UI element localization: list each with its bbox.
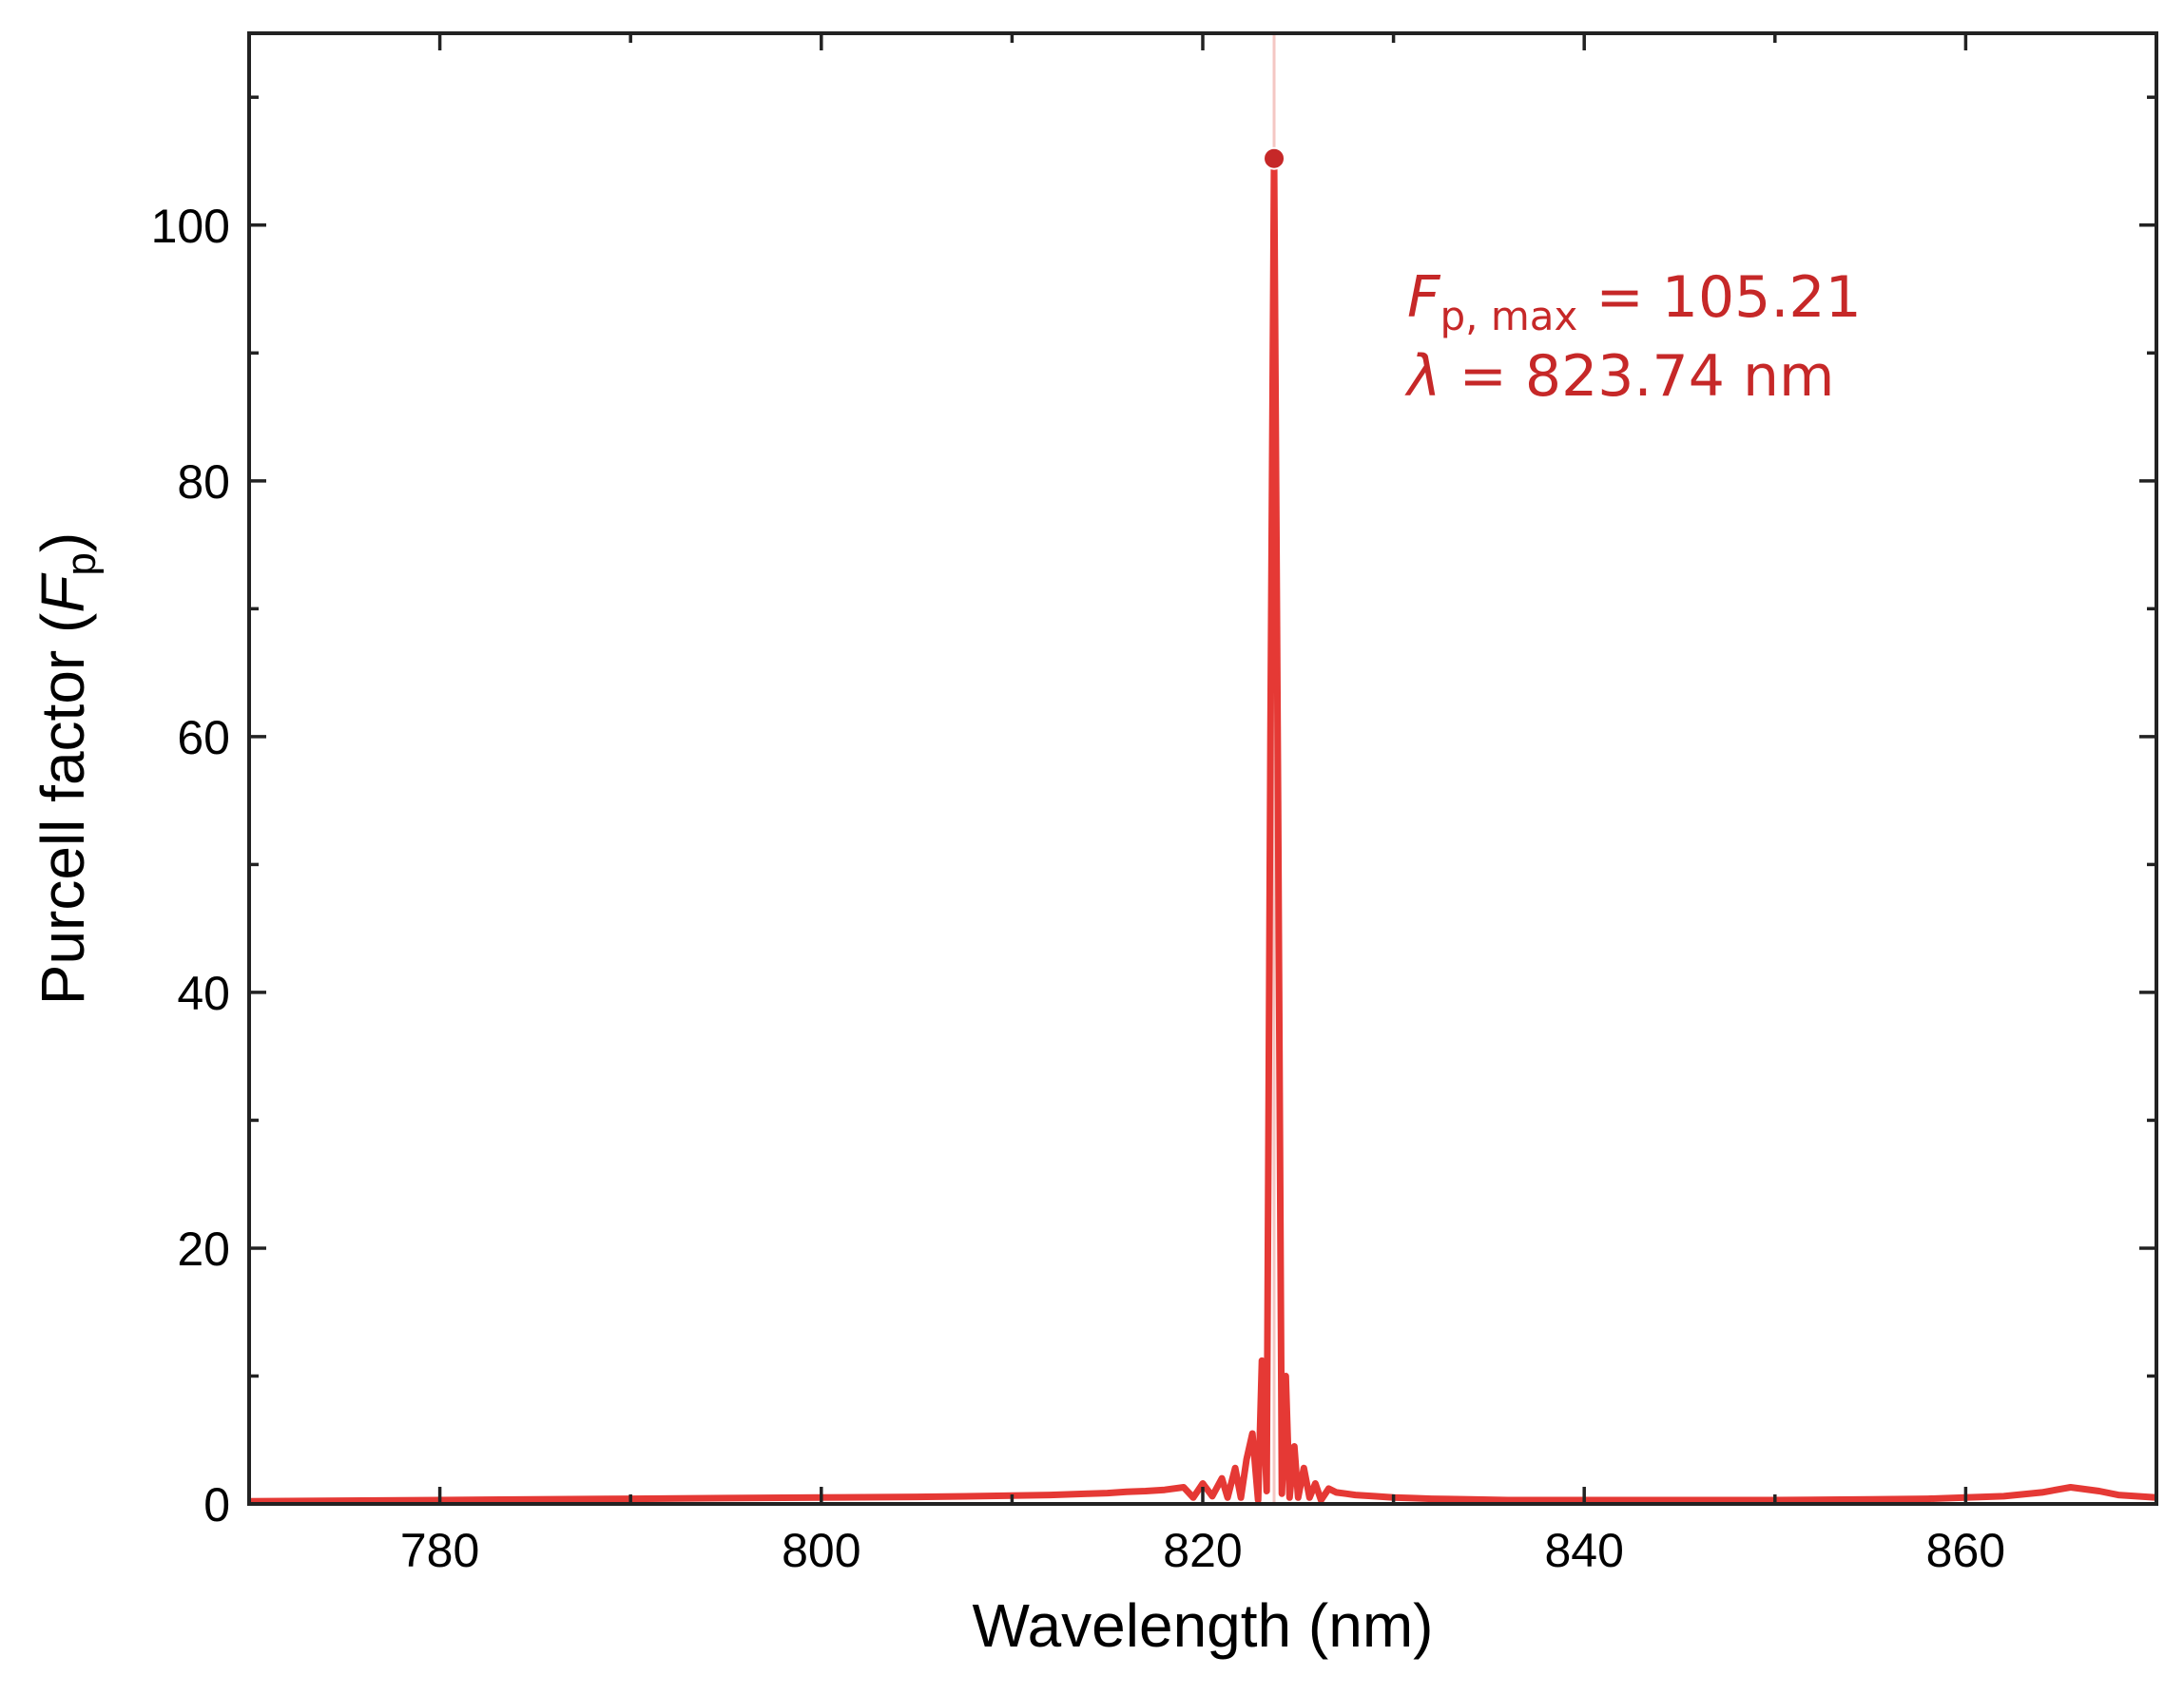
y-tick-label: 0: [203, 1478, 230, 1531]
series-line-0: [249, 155, 2156, 1504]
annotation-symbol-f: F: [1407, 264, 1441, 331]
x-tick-label: 800: [782, 1524, 860, 1577]
annotation-subscript: p, max: [1440, 293, 1578, 339]
y-tick-label: 100: [151, 200, 230, 253]
y-tick-label: 40: [177, 967, 230, 1020]
peak-marker: [1263, 146, 1286, 170]
annotation-line-wavelength: λ = 823.74 nm: [1404, 343, 1834, 410]
y-axis-title-prefix: Purcell factor (: [29, 613, 97, 1006]
plot-area: [249, 33, 2156, 1504]
plot-frame: [247, 31, 2158, 1506]
x-tick-label: 840: [1544, 1524, 1623, 1577]
y-axis-title-symbol: F: [29, 572, 97, 613]
x-tick-label: 820: [1163, 1524, 1242, 1577]
annotation-max-value: = 105.21: [1577, 264, 1861, 331]
y-tick-label: 60: [177, 711, 230, 764]
y-axis-title-subscript: p: [58, 552, 105, 575]
peak-annotation: Fp, max = 105.21 λ = 823.74 nm: [1404, 264, 1862, 410]
x-tick-label: 860: [1926, 1524, 2005, 1577]
annotation-wavelength-value: = 823.74 nm: [1441, 343, 1835, 410]
y-axis-title: Purcell factor (Fp): [29, 532, 105, 1005]
x-tick-label: 780: [400, 1524, 479, 1577]
axis-ticks: 780 800 820 840 860 0 20 40 60 80 100: [151, 33, 2156, 1577]
annotation-line-max: Fp, max = 105.21: [1407, 264, 1862, 339]
y-tick-label: 80: [177, 455, 230, 509]
y-tick-label: 20: [177, 1223, 230, 1276]
x-axis-title: Wavelength (nm): [973, 1591, 1434, 1660]
y-axis-title-suffix: ): [29, 532, 97, 552]
annotation-symbol-lambda: λ: [1404, 343, 1441, 410]
